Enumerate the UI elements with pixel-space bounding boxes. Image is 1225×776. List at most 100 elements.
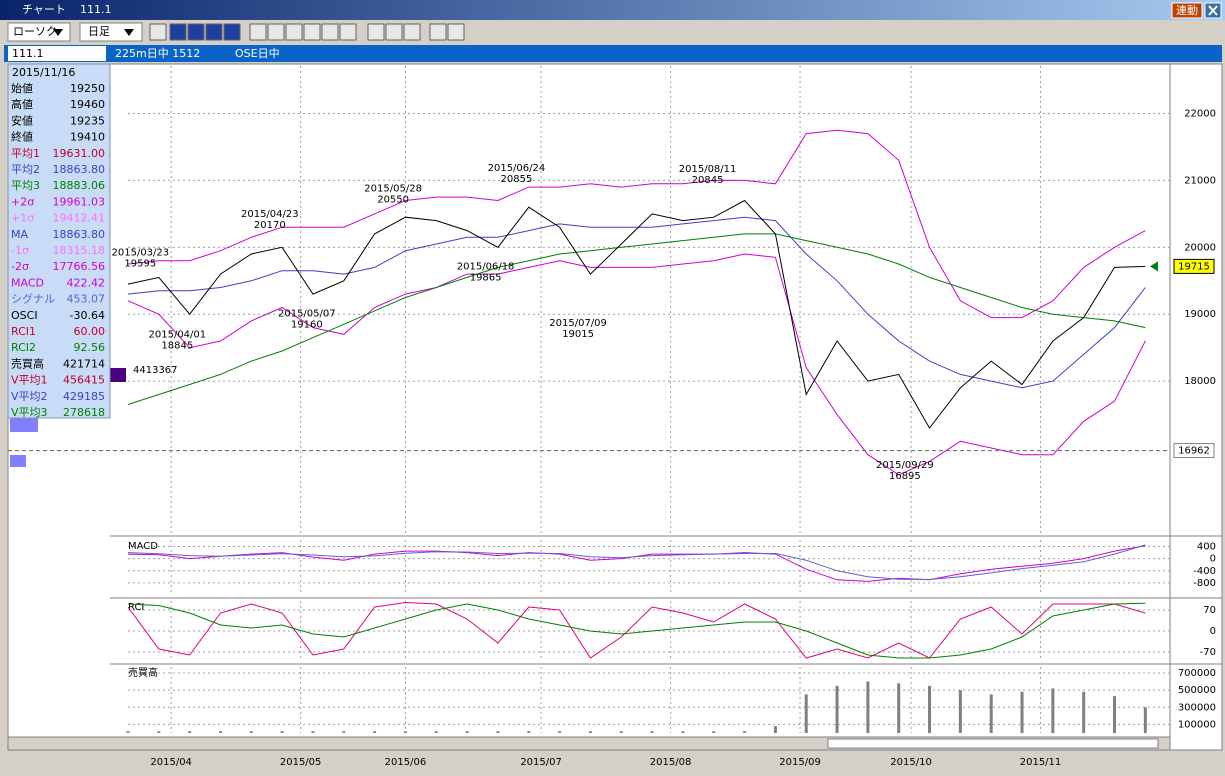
volume-bar [218,731,222,733]
volume-profile-bar [10,455,26,467]
info-item: 225m日中 1512 [115,47,200,60]
info-value: 92.56 [74,341,106,354]
link-button[interactable] [1171,2,1203,19]
annotation-date: 2015/05/28 [364,184,422,195]
volume-bar [866,681,870,733]
info-label: 平均1 [11,147,40,160]
x-tick-label: 2015/06 [385,757,427,768]
volume-bar [712,731,716,733]
volume-bar [311,731,315,733]
y-tick-label: -800 [1193,578,1216,589]
volume-bar [989,694,993,733]
volume-bar [1020,691,1024,733]
x-tick-label: 2015/08 [650,757,692,768]
info-date: 2015/11/16 [12,66,75,79]
info-value: 278618 [63,406,105,419]
volume-bar [897,683,901,733]
series-line [127,199,1146,429]
annotation-date: 2015/07/09 [549,318,607,329]
panel-title: RCI [128,602,144,613]
x-tick-label: 2015/05 [280,757,322,768]
x-tick-label: 2015/11 [1020,757,1062,768]
annotation-date: 2015/06/24 [488,163,546,174]
volume-profile-bar [10,418,38,432]
volume-bar [1051,688,1055,733]
y-tick-label: 500000 [1178,685,1216,696]
info-value: 18315.18 [53,244,106,257]
close-icon [1208,5,1218,16]
volume-bar [804,694,808,733]
volume-bar [342,731,346,733]
info-label: V平均2 [11,390,48,403]
info-value: 422.42 [67,276,106,289]
y-tick-label: 19000 [1184,309,1216,320]
style-select-label[interactable]: ローソク [13,25,57,38]
volume-bar [403,731,407,733]
info-value: 429185 [63,390,105,403]
info-value: 19410 [70,131,105,144]
title-bar [0,0,1225,20]
info-value: 18883.06 [53,179,106,192]
info-label: RCI2 [11,341,36,354]
volume-bar [157,731,161,733]
info-label: MA [11,228,28,241]
info-label: 安値 [11,113,33,127]
volume-bar [496,731,500,733]
annotation-date: 2015/04/23 [241,209,299,220]
info-label: シグナル [11,292,55,306]
y-tick-label: 18000 [1184,376,1216,387]
info-code: 111.1 [12,47,44,60]
volume-bar [928,685,932,733]
code-box[interactable] [8,46,106,61]
series-line [127,544,1146,581]
y-tick-label: 300000 [1178,702,1216,713]
style-select[interactable] [7,22,71,42]
info-value: 17766.56 [53,260,106,273]
info-label: RCI1 [11,325,36,338]
info-item: OSE日中 [235,47,280,60]
window-code: 111.1 [80,3,112,16]
annotation-value: 19160 [291,320,323,331]
annotation-value: 20855 [501,174,533,185]
info-label: -2σ [11,260,29,273]
y-tick-label: -70 [1200,647,1216,658]
window-title: チャート [22,3,66,16]
chart-area [7,63,1223,751]
panel-title: 売買高 [128,666,158,679]
period-select[interactable] [79,22,143,42]
info-label: -1σ [11,244,29,257]
info-label: 平均3 [11,179,40,192]
info-label: +2σ [11,195,34,208]
info-label: V平均1 [11,374,48,387]
volume-bar [588,731,592,733]
dropdown-arrow [124,29,134,36]
scroll-thumb[interactable] [827,738,1159,749]
annotation-value: 18845 [161,341,193,352]
info-label: 平均2 [11,163,40,176]
link-button-label[interactable]: 連動 [1176,3,1198,17]
x-tick-label: 2015/07 [520,757,562,768]
info-value: 19235 [70,114,105,127]
volume-profile-bar [108,368,126,382]
price-arrow [1150,261,1158,272]
annotation-value: 16895 [889,471,921,482]
y-tick-label: -400 [1193,566,1216,577]
panel-title: MACD [128,541,158,552]
price-marker [1173,258,1215,274]
y-tick-label: 70 [1203,605,1216,616]
volume-bar [126,731,130,733]
y-tick-label: 400 [1197,542,1216,553]
series-line [127,233,1146,405]
annotation-value: 19865 [470,272,502,283]
info-label: 終値 [11,130,33,144]
info-value: 453.07 [67,293,106,306]
toolbar-icons[interactable] [149,23,465,41]
price-marker [1173,443,1215,459]
volume-bar [619,731,623,733]
annotation-date: 2015/08/11 [679,164,737,175]
info-value: 60.00 [74,325,106,338]
period-select-label[interactable]: 日足 [88,25,110,38]
dropdown-arrow [53,29,63,36]
volume-bar [773,726,777,733]
annotation-date: 2015/05/07 [278,309,336,320]
